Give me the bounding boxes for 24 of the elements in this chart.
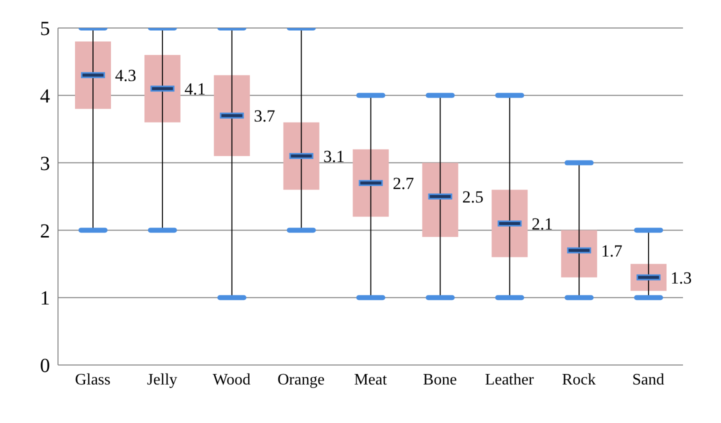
y-tick-label: 5 [40, 18, 50, 40]
x-tick-label: Glass [74, 371, 111, 388]
x-tick-label: Meat [354, 371, 388, 388]
x-tick-label: Rock [562, 371, 596, 388]
annotation: 2.1 [532, 214, 553, 234]
x-tick-label: Leather [484, 371, 534, 388]
y-tick-label: 2 [40, 220, 50, 242]
y-tick-label: 3 [40, 152, 50, 175]
annotation: 1.7 [601, 241, 623, 260]
x-tick-label: Sand [632, 371, 664, 388]
annotation: 2.5 [462, 188, 484, 206]
y-tick-label: 0 [40, 355, 50, 378]
annotation: 1.3 [670, 268, 692, 288]
annotation: 3.1 [323, 147, 345, 166]
x-tick-label: Bone [423, 371, 457, 388]
annotation: 2.7 [392, 174, 415, 194]
annotation: 4.1 [184, 80, 206, 99]
y-tick-label: 1 [40, 288, 50, 310]
y-tick-label: 4 [40, 86, 50, 108]
annotation: 3.7 [254, 106, 276, 126]
x-tick-label: Orange [278, 371, 325, 388]
x-tick-label: Jelly [147, 371, 178, 388]
annotation: 4.3 [115, 66, 136, 86]
x-tick-label: Wood [212, 371, 251, 388]
